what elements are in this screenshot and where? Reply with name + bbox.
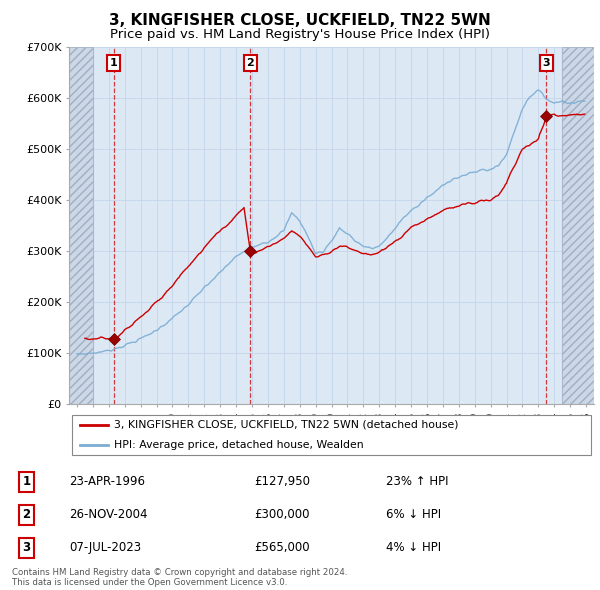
Text: 26-NOV-2004: 26-NOV-2004 <box>70 508 148 522</box>
Text: HPI: Average price, detached house, Wealden: HPI: Average price, detached house, Weal… <box>113 440 363 450</box>
Text: 3, KINGFISHER CLOSE, UCKFIELD, TN22 5WN: 3, KINGFISHER CLOSE, UCKFIELD, TN22 5WN <box>109 13 491 28</box>
Text: 1: 1 <box>22 475 31 489</box>
Text: £565,000: £565,000 <box>254 541 310 555</box>
Text: 2: 2 <box>247 58 254 68</box>
Text: £300,000: £300,000 <box>254 508 310 522</box>
Text: 07-JUL-2023: 07-JUL-2023 <box>70 541 142 555</box>
Text: Contains HM Land Registry data © Crown copyright and database right 2024.
This d: Contains HM Land Registry data © Crown c… <box>12 568 347 587</box>
Bar <box>562 47 594 404</box>
Text: Price paid vs. HM Land Registry's House Price Index (HPI): Price paid vs. HM Land Registry's House … <box>110 28 490 41</box>
Text: 4% ↓ HPI: 4% ↓ HPI <box>386 541 442 555</box>
Text: 3: 3 <box>22 541 31 555</box>
FancyBboxPatch shape <box>71 415 592 455</box>
Bar <box>69 47 93 404</box>
Text: 6% ↓ HPI: 6% ↓ HPI <box>386 508 442 522</box>
Text: 23% ↑ HPI: 23% ↑ HPI <box>386 475 449 489</box>
Text: 23-APR-1996: 23-APR-1996 <box>70 475 146 489</box>
Text: 3: 3 <box>542 58 550 68</box>
Text: 1: 1 <box>110 58 118 68</box>
Text: 3, KINGFISHER CLOSE, UCKFIELD, TN22 5WN (detached house): 3, KINGFISHER CLOSE, UCKFIELD, TN22 5WN … <box>113 420 458 430</box>
Text: £127,950: £127,950 <box>254 475 310 489</box>
Bar <box>562 47 594 404</box>
Text: 2: 2 <box>22 508 31 522</box>
Bar <box>69 47 93 404</box>
